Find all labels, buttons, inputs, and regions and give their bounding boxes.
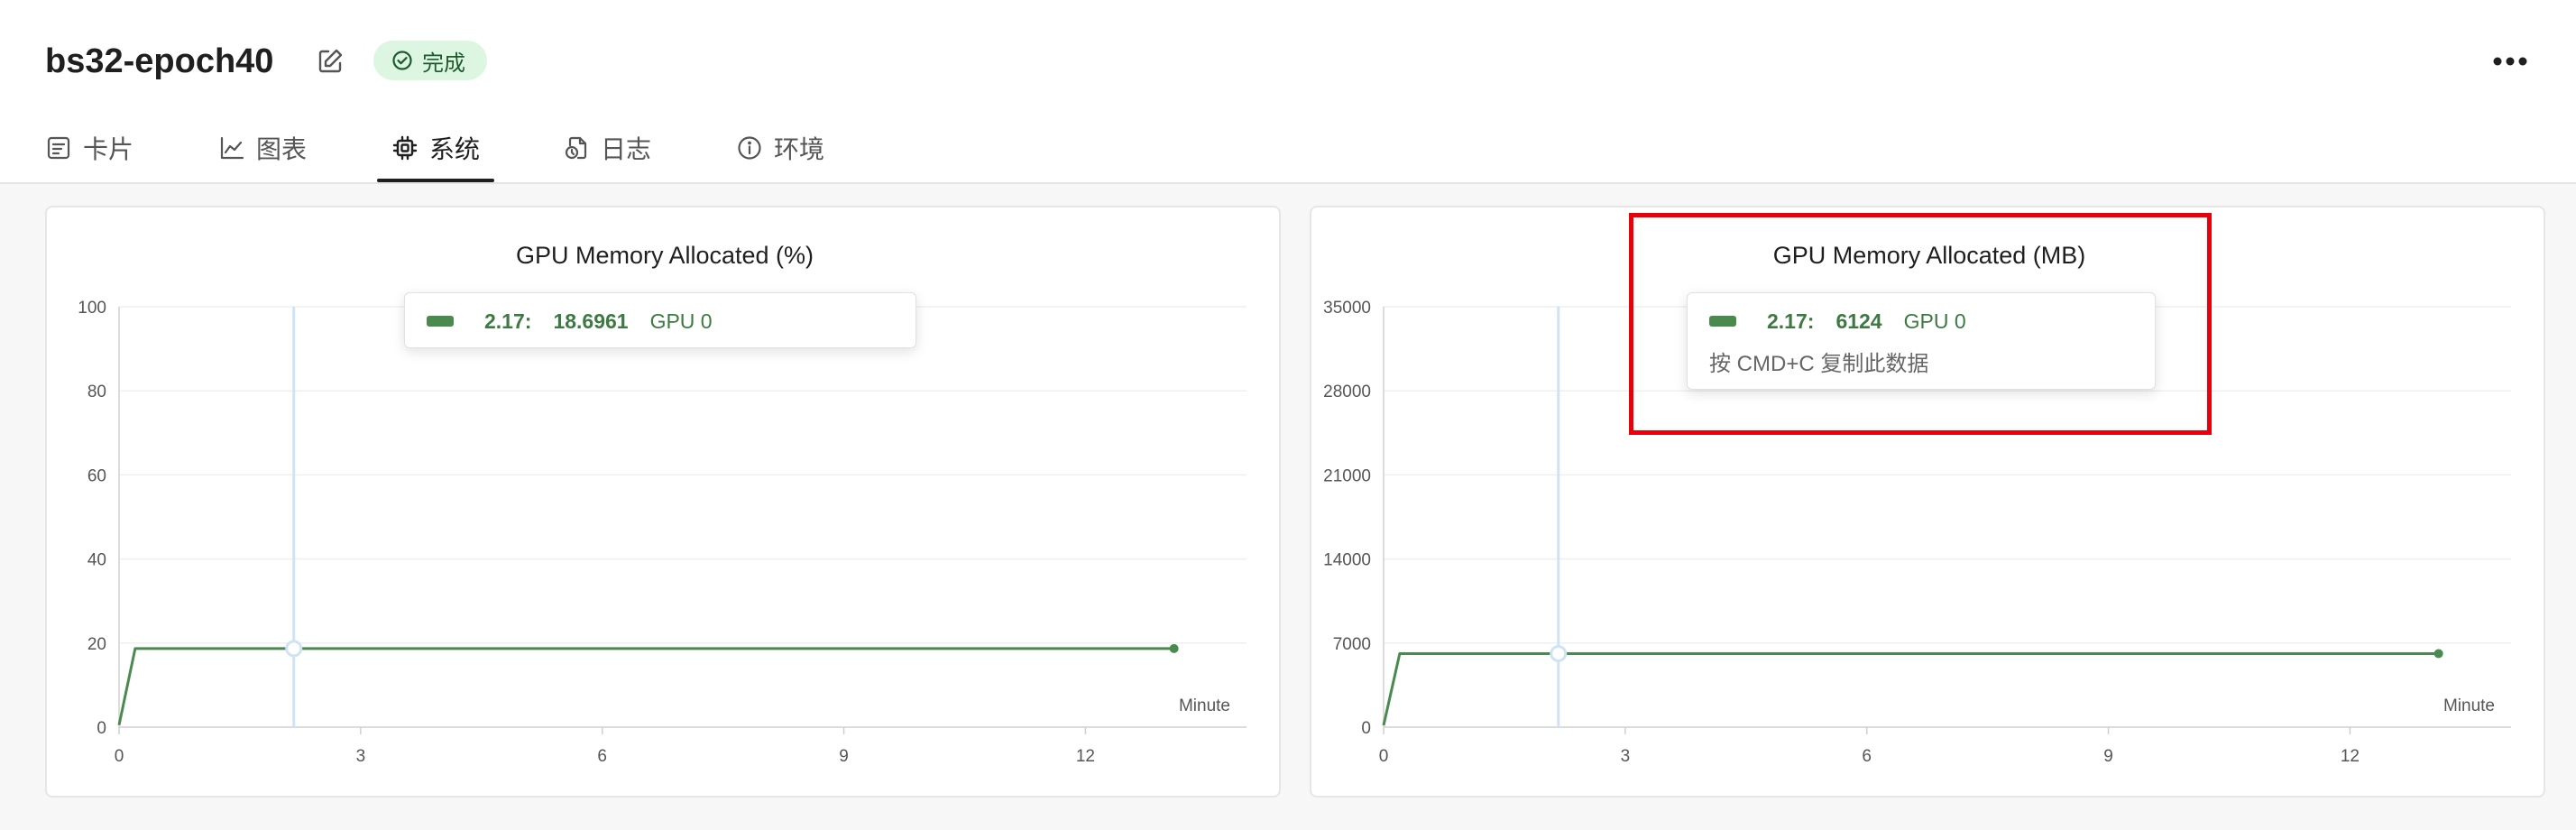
y-tick-label: 0 (1361, 719, 1371, 738)
cpu-icon (392, 135, 418, 161)
chart-tooltip: 2.17: 18.6961 GPU 0 (404, 292, 916, 348)
check-circle-icon (392, 51, 412, 70)
y-tick-label: 28000 (1323, 383, 1371, 401)
x-tick-label: 6 (597, 747, 607, 766)
y-tick-label: 20 (87, 635, 106, 654)
x-tick-label: 0 (115, 747, 124, 766)
x-tick-label: 3 (356, 747, 366, 766)
x-tick-label: 12 (2341, 747, 2360, 766)
hover-point (1550, 644, 1568, 662)
y-tick-label: 60 (87, 466, 106, 485)
tab-charts-label: 图表 (256, 135, 308, 163)
series-line-gpu-0 (1382, 651, 2439, 726)
series-end-point (1169, 643, 1179, 653)
tooltip-series-name: GPU 0 (649, 309, 713, 333)
run-header: bs32-epoch40 完成 卡片 (0, 0, 2576, 184)
line-chart-gpu-memory-mb[interactable]: GPU Memory Allocated (MB) 0 7000 14000 21000… (1311, 208, 2547, 799)
x-tick-label: 9 (2103, 747, 2113, 766)
card-icon (47, 136, 70, 160)
chart-tooltip: 2.17: 6124 GPU 0 按 CMD+C 复制此数据 (1687, 292, 2156, 390)
x-axis-unit-label: Minute (2443, 696, 2495, 715)
line-chart-icon (220, 136, 244, 160)
series-swatch (427, 316, 454, 327)
y-tick-label: 7000 (1333, 635, 1371, 654)
tab-environment[interactable]: 环境 (736, 115, 824, 180)
log-file-icon (565, 136, 587, 160)
line-chart-gpu-memory-percent[interactable]: GPU Memory Allocated (%) 0 20 40 60 80 100 0 3 6 9… (47, 208, 1283, 799)
tab-system-label: 系统 (429, 135, 481, 163)
x-tick-label: 9 (839, 747, 849, 766)
x-tick-label: 6 (1862, 747, 1872, 766)
y-tick-label: 35000 (1323, 299, 1371, 318)
tab-card[interactable]: 卡片 (45, 115, 133, 180)
tab-environment-label: 环境 (774, 135, 825, 163)
edit-title-button[interactable] (312, 43, 348, 79)
y-tick-label: 40 (87, 551, 106, 570)
more-horizontal-icon (2493, 57, 2527, 66)
series-end-point (2433, 649, 2443, 659)
chart-title: GPU Memory Allocated (MB) (1773, 242, 2086, 269)
chart-title: GPU Memory Allocated (%) (516, 242, 814, 269)
chart-panel-gpu-memory-percent: GPU Memory Allocated (%) 0 20 40 60 80 100 0 3 6 9… (45, 206, 1281, 798)
hover-point (285, 640, 303, 658)
tab-system[interactable]: 系统 (376, 115, 495, 182)
y-tick-label: 100 (78, 299, 106, 318)
y-tick-label: 80 (87, 383, 106, 401)
tooltip-series-name: GPU 0 (1903, 309, 1966, 333)
series-line-gpu-0 (117, 647, 1174, 725)
x-axis-unit-label: Minute (1179, 696, 1230, 715)
tooltip-x-value: 2.17: (484, 309, 532, 333)
run-title: bs32-epoch40 (45, 42, 274, 80)
status-badge: 完成 (373, 41, 487, 80)
x-tick-label: 0 (1379, 747, 1389, 766)
tooltip-copy-hint: 按 CMD+C 复制此数据 (1709, 352, 1929, 376)
x-tick-label: 3 (1621, 747, 1631, 766)
tooltip-x-value: 2.17: (1767, 309, 1815, 333)
y-tick-label: 14000 (1323, 551, 1371, 570)
y-tick-label: 21000 (1323, 466, 1371, 485)
info-icon (738, 136, 761, 160)
chart-panel-gpu-memory-mb: GPU Memory Allocated (MB) 0 7000 14000 21000… (1310, 206, 2545, 798)
x-tick-label: 12 (1076, 747, 1095, 766)
more-options-button[interactable] (2488, 43, 2533, 79)
tab-logs[interactable]: 日志 (563, 115, 651, 180)
series-swatch (1709, 316, 1736, 327)
tab-charts[interactable]: 图表 (218, 115, 307, 180)
tab-logs-label: 日志 (601, 135, 652, 163)
highlight-box (1629, 213, 2212, 435)
tooltip-y-value: 18.6961 (553, 309, 629, 333)
status-label: 完成 (422, 51, 465, 76)
tab-card-label: 卡片 (83, 135, 134, 163)
edit-icon (318, 49, 343, 73)
y-tick-label: 0 (97, 719, 106, 738)
tooltip-y-value: 6124 (1835, 309, 1882, 333)
